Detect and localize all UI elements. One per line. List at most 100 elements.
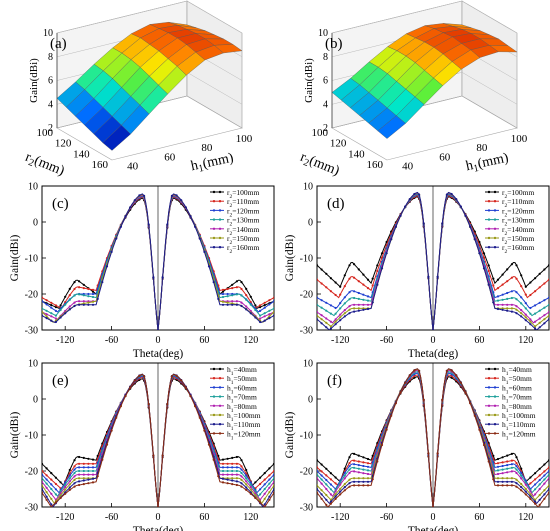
series-marker [506,467,509,470]
series-marker [115,237,118,240]
series-marker [547,459,549,462]
series-marker [329,312,332,315]
series-marker [496,484,500,487]
legend-label: h1=80mm [227,402,257,414]
series-marker [445,369,448,372]
series-marker [166,223,169,226]
series-marker [520,312,523,315]
series-marker [50,472,53,475]
series-marker [59,304,62,307]
series-marker [68,486,71,489]
series-marker [268,474,271,477]
series-marker [249,485,252,489]
series-marker [376,460,379,463]
series-marker [119,405,122,408]
series-line [42,195,274,330]
series-marker [231,283,234,286]
series-marker [325,498,328,501]
series-marker [50,306,53,309]
series-marker [487,283,490,286]
series-marker [348,305,351,308]
legend-label: h1=70mm [502,393,532,405]
series-marker [226,303,229,306]
series-marker [524,483,527,486]
series-marker [249,492,252,495]
x-tick-label: 120 [243,335,258,346]
legend-marker [493,395,497,398]
series-marker [73,465,76,468]
series-marker [45,498,48,501]
series-marker [510,463,513,466]
series-marker [501,298,504,301]
panel-label: (a) [50,36,67,52]
series-marker [235,466,238,469]
series-marker [366,462,370,465]
series-marker [96,297,99,300]
legend-marker [493,377,497,380]
series-marker [380,252,384,255]
series-marker [231,456,234,459]
series-marker [543,497,546,500]
series-marker [538,483,541,486]
series-marker [268,313,271,316]
series-marker [91,295,95,299]
series-marker [520,285,523,288]
series-marker [245,298,248,301]
series-marker [42,477,44,480]
series-marker [353,263,356,266]
series-marker [325,503,328,506]
series-marker [82,473,85,476]
series-marker [235,286,238,289]
panel-label: (e) [52,373,69,389]
series-marker [217,475,220,478]
series-marker [353,307,356,310]
legend-marker [212,423,216,426]
series-marker [272,296,274,299]
series-marker [366,469,370,472]
series-marker [366,484,370,487]
series-marker [263,503,266,506]
series-line [42,193,274,330]
series-marker [82,300,85,303]
legend-marker [493,227,497,230]
series-marker [143,194,146,197]
legend-label: r2=160mm [502,243,535,255]
series-marker [263,505,266,507]
series-marker [42,484,44,487]
h1-tick-label: 100 [236,133,253,145]
r2-tick-label: 100 [37,127,54,139]
series-marker [482,256,486,259]
legend-marker [493,386,497,389]
y-tick-label: -30 [25,503,38,514]
series-marker [170,375,173,378]
series-marker [520,471,523,474]
series-marker [496,287,500,290]
series-marker [547,477,549,480]
series-marker [268,317,271,320]
series-marker [272,480,274,483]
series-marker [427,452,430,455]
series-marker [45,482,48,485]
legend-marker [487,413,491,417]
series-marker [543,470,546,473]
series-line [317,376,549,507]
series-marker [240,281,243,284]
series-marker [524,493,527,496]
series-marker [510,480,513,483]
series-marker [184,206,187,209]
series-marker [73,304,76,308]
legend-marker [212,209,216,212]
series-marker [366,303,370,306]
series-marker [325,301,328,304]
series-line [317,195,549,330]
series-marker [54,320,58,324]
series-marker [501,293,504,296]
series-marker [325,317,328,320]
series-marker [68,483,71,486]
series-marker [343,312,346,315]
series-marker [82,469,85,473]
series-marker [524,316,527,319]
legend-label: r2=120mm [227,206,260,218]
y-tick-label: 10 [28,182,38,193]
